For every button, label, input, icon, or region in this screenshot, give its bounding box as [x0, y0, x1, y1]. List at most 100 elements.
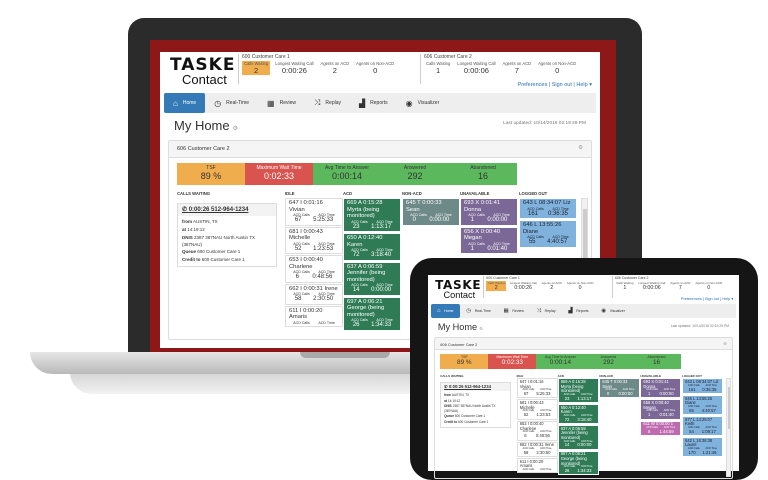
agent-stat-labels: ACD Calls ACD Time	[520, 468, 555, 472]
waiting-call-card[interactable]: ✆ 0:00:26 512-964-1234 from AUSTIN, TX a…	[177, 203, 277, 267]
agent-stat-values: 26 1:34:33	[347, 322, 397, 329]
column-unav: 693 X 0:01:41 Donna ACD Calls ACD Time 1 0:0…	[460, 198, 518, 255]
stat-label: Abandoned	[647, 355, 666, 360]
gear-icon[interactable]: ⚙	[578, 145, 583, 151]
stat-label: Agents on Non-ACD	[538, 61, 577, 66]
gear-icon[interactable]: ⚙	[479, 325, 484, 331]
nav-review[interactable]: ▦ Review	[497, 304, 530, 318]
agent-card[interactable]: 653 I 0:00:40 Charlene ACD Calls ACD Time 6…	[285, 255, 343, 283]
agent-card[interactable]: 662 I 0:00:31 Irene ACD Calls ACD Time 58 2:…	[516, 441, 558, 457]
gear-icon[interactable]: ⚙	[232, 126, 239, 132]
stat-value: 2	[550, 285, 554, 292]
column-header: CALLS WAITING	[177, 191, 211, 196]
acd-time: 5:25:33	[313, 217, 334, 223]
label: ACD Calls	[646, 425, 658, 429]
agent-card[interactable]: 647 I 0:01:16 Vivian ACD Calls ACD Time 67 5…	[285, 198, 343, 226]
call-header[interactable]: ✆ 0:00:26 512-964-1234	[441, 383, 510, 392]
stat-value: 2	[332, 66, 337, 75]
label: ACD Time	[622, 388, 635, 392]
agent-card[interactable]: 646 L 13:55:26 Diane ACD Calls ACD Time 55 4…	[519, 220, 577, 248]
preferences-link[interactable]: Preferences	[680, 296, 702, 302]
label: ACD Time	[493, 241, 510, 246]
agent-card[interactable]: 669 A 0:15:28 Myrta (being monitored) ACD…	[557, 378, 599, 404]
nav-reports[interactable]: ▟ Reports	[350, 93, 397, 113]
call-header[interactable]: ✆ 0:00:26 512-964-1234	[178, 204, 276, 216]
nav-home[interactable]: ⌂ Home	[164, 93, 206, 113]
agent-card[interactable]: 643 L 08:34:07 Liz ACD Calls ACD Time 161 0:…	[519, 198, 577, 219]
agent-card[interactable]: 653 I 0:00:40 Charlene ACD Calls ACD Time 6…	[516, 420, 558, 441]
help-link[interactable]: Help ▾	[576, 82, 592, 88]
agent-name: 637 A 0:06:59 Jennifer (being monitored)	[560, 425, 588, 440]
agent-card[interactable]: 646 L 13:55:26 Diane ACD Calls ACD Time 55 4…	[682, 394, 723, 415]
acd-calls: 0	[412, 217, 416, 223]
agent-card[interactable]: 650 A 0:12:40 Karen ACD Calls ACD Time 72 3:…	[557, 404, 599, 425]
nav-real-time[interactable]: ◷ Real-Time	[205, 93, 258, 113]
agent-card[interactable]: 611 W 0:00:00 1 ACD Calls ACD Time 6 1:44:59	[640, 420, 682, 436]
acd-calls: 0	[606, 391, 610, 397]
nav-visualizer[interactable]: ◉ Visualizer	[595, 304, 631, 318]
agent-card[interactable]: 656 X 0:00:40 Megan ACD Calls ACD Time 1 0:0…	[640, 399, 682, 420]
agent-card[interactable]: 650 A 0:12:40 Karen ACD Calls ACD Time 72 3:…	[343, 233, 401, 261]
nav-replay[interactable]: ⤨ Replay	[530, 304, 562, 318]
agent-card[interactable]: 611 I 0:00:20 Amaris ACD Calls ACD Time	[516, 457, 558, 474]
stat-label: Longest Waiting Call	[509, 281, 537, 286]
agent-card[interactable]: 681 I 0:00:43 Michelle ACD Calls ACD Time 5…	[285, 226, 343, 254]
agent-card[interactable]: 677 L 14:25:07 Keith ACD Calls ACD Time 54 1…	[682, 415, 723, 436]
agent-card[interactable]: 637 A 0:06:59 Jennifer (being monitored)…	[343, 261, 401, 296]
agent-card[interactable]: 681 I 0:00:43 Michelle ACD Calls ACD Time 5…	[516, 399, 558, 420]
agent-card[interactable]: 656 X 0:00:40 Megan ACD Calls ACD Time 1 0:0…	[460, 226, 518, 254]
gear-icon[interactable]: ⚙	[723, 341, 727, 346]
acd-calls: 67	[294, 217, 302, 223]
agent-card[interactable]: 645 T 0:00:33 Sean ACD Calls ACD Time 0 0:00…	[599, 378, 641, 399]
agent-stat-labels: ACD Calls ACD Time	[289, 270, 339, 274]
label: ACD Time	[540, 388, 552, 392]
label: ACD Calls	[522, 388, 535, 392]
queue-stat: Longest Waiting Call 0:00:26	[508, 281, 538, 291]
label: ACD Calls	[563, 439, 576, 443]
nav-real-time[interactable]: ◷ Real-Time	[460, 304, 497, 318]
nav-review[interactable]: ▦ Review	[258, 93, 305, 113]
queue-stat: Calls Waiting 2	[242, 61, 271, 75]
sign-out-link[interactable]: Sign out	[704, 296, 720, 302]
agent-card[interactable]: 693 X 0:01:41 Donna ACD Calls ACD Time 1 0:0…	[640, 378, 682, 399]
agent-card[interactable]: 611 I 0:00:20 Amaris ACD Calls ACD Time	[285, 305, 343, 327]
agent-card[interactable]: 647 I 0:01:16 Vivian ACD Calls ACD Time 67 5…	[516, 378, 558, 399]
help-link[interactable]: Help ▾	[722, 296, 734, 302]
agent-card[interactable]: 693 X 0:01:41 Donna ACD Calls ACD Time 1 0:0…	[460, 198, 518, 226]
agent-card[interactable]: 637 A 0:06:59 Jennifer (being monitored)…	[557, 425, 599, 450]
acd-time: 3:18:40	[577, 416, 592, 422]
column-acd: 669 A 0:15:28 Myrta (being monitored) ACD…	[343, 198, 401, 332]
agent-card[interactable]: 662 I 0:00:31 Irene ACD Calls ACD Time 58 2:…	[285, 283, 343, 305]
stat-label: Avg Time to Answer	[544, 355, 576, 360]
nav-replay[interactable]: ⤨ Replay	[305, 93, 350, 113]
queue-stat: Agents on Non-ACD 0	[354, 61, 396, 75]
stat-tiles: TSF 89 % Maximum Wait Time 0:02:33 Avg Time …	[177, 163, 517, 185]
agent-stat-values: 54 1:09:17	[685, 429, 720, 435]
waiting-call-card[interactable]: ✆ 0:00:26 512-964-1234 from AUSTIN, TX a…	[440, 382, 511, 428]
agent-card[interactable]: 669 A 0:15:28 Myrta (being monitored) ACD…	[343, 198, 401, 232]
column-header: LOGGED OUT	[519, 191, 548, 196]
shuffle-icon: ⤨	[536, 307, 542, 314]
nav-reports[interactable]: ▟ Reports	[562, 304, 595, 318]
sign-out-link[interactable]: Sign out	[551, 82, 572, 88]
stat-value: 0:00:26	[514, 285, 533, 292]
stat-label: Answered	[600, 355, 617, 360]
agent-card[interactable]: 642 L 16:36:38 Laurel ACD Calls ACD Time 17…	[682, 436, 723, 457]
queue-stat: Agents on ACD 7	[501, 61, 534, 75]
nav-home[interactable]: ⌂ Home	[430, 303, 460, 319]
agent-card[interactable]: 697 A 0:06:21 George (being monitored) AC…	[557, 450, 599, 476]
queue-name: 606 Customer Care 2	[614, 276, 649, 281]
column-header: NON-ACD	[599, 373, 614, 378]
agent-card[interactable]: 643 L 08:34:07 Liz ACD Calls ACD Time 161 0:…	[682, 378, 723, 394]
call-time: 14:19:12	[447, 398, 461, 403]
scrollbar[interactable]	[725, 378, 731, 478]
stat-value: 0	[555, 66, 560, 75]
acd-time: 1:34:33	[371, 322, 392, 328]
preferences-link[interactable]: Preferences	[517, 82, 548, 88]
nav-label: Real-Time	[226, 100, 250, 106]
agent-card[interactable]: 645 T 0:00:33 Sean ACD Calls ACD Time 0 0:00…	[402, 198, 460, 226]
nav-visualizer[interactable]: ◉ Visualizer	[397, 93, 449, 113]
agent-stat-values: 6 0:48:56	[289, 274, 339, 281]
agent-card[interactable]: 697 A 0:06:21 George (being monitored) AC…	[343, 296, 401, 331]
nav-bar: ⌂ Home ◷ Real-Time ▦ Review ⤨ Replay ▟ Reports ◉ Vi…	[164, 93, 596, 113]
